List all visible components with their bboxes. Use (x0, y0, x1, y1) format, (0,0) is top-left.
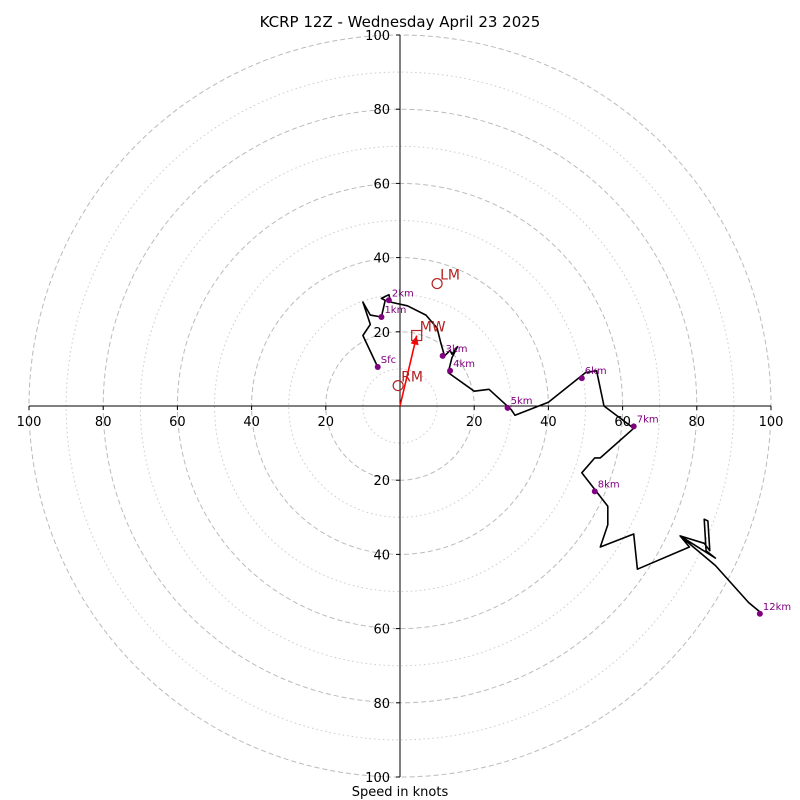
storm-label-mw: MW (420, 320, 446, 336)
height-marker-2km (385, 297, 392, 304)
storm-marker-lm (431, 277, 443, 290)
height-label-3km: 3km (446, 344, 468, 355)
x-tick-label: 40 (540, 415, 557, 430)
height-marker-3km (439, 352, 446, 359)
y-tick-label: 20 (373, 326, 390, 341)
height-marker-12km (756, 610, 763, 617)
height-marker-1km (378, 313, 385, 320)
x-tick-label: 20 (466, 415, 483, 430)
y-tick-label: 100 (365, 771, 390, 786)
height-label-5km: 5km (511, 396, 533, 407)
storm-label-lm: LM (440, 268, 460, 284)
y-tick-label: 60 (373, 623, 390, 638)
chart-title: KCRP 12Z - Wednesday April 23 2025 (260, 13, 541, 31)
y-tick-label: 40 (373, 252, 390, 267)
shear-arrow (399, 335, 418, 407)
storm-label-rm: RM (401, 370, 423, 386)
height-label-6km: 6km (585, 366, 607, 377)
hodograph-trace (362, 293, 761, 613)
height-marker-6km (578, 375, 585, 382)
height-marker-sfc (374, 364, 381, 371)
y-tick-label: 100 (365, 29, 390, 44)
x-tick-label: 100 (759, 415, 784, 430)
storm-marker-rm (392, 379, 404, 392)
height-label-2km: 2km (392, 288, 414, 299)
y-tick-label: 40 (373, 548, 390, 563)
tick-labels: 100 80 60 40 20 20 40 60 80 100 20 40 60 80 100 20 40 60 8… (17, 29, 784, 786)
y-tick-label: 80 (373, 697, 390, 712)
x-tick-label: 80 (689, 415, 706, 430)
height-label-1km: 1km (384, 305, 406, 316)
height-marker-8km (591, 488, 598, 495)
x-tick-label: 60 (169, 415, 186, 430)
x-tick-label: 100 (17, 415, 42, 430)
y-tick-label: 60 (373, 177, 390, 192)
storm-motion-markers: LM MW RM (392, 268, 460, 407)
height-label-12km: 12km (763, 602, 791, 613)
height-label-4km: 4km (453, 359, 475, 370)
height-markers: Sfc 1km 2km 3km 4km 5km 6km 7km 8km 12km (374, 288, 791, 617)
height-label-7km: 7km (637, 414, 659, 425)
x-tick-label: 40 (243, 415, 260, 430)
storm-marker-mw (411, 329, 423, 342)
x-tick-label: 80 (95, 415, 112, 430)
hodograph-line (362, 293, 761, 613)
height-label-8km: 8km (598, 479, 620, 490)
height-marker-7km (630, 423, 637, 430)
height-marker-4km (447, 367, 454, 374)
height-label-sfc: Sfc (381, 355, 396, 366)
x-axis-label: Speed in knots (352, 785, 449, 800)
y-tick-label: 20 (373, 474, 390, 489)
height-marker-5km (504, 404, 511, 411)
x-tick-label: 60 (614, 415, 631, 430)
x-tick-label: 20 (318, 415, 335, 430)
y-tick-label: 80 (373, 103, 390, 118)
